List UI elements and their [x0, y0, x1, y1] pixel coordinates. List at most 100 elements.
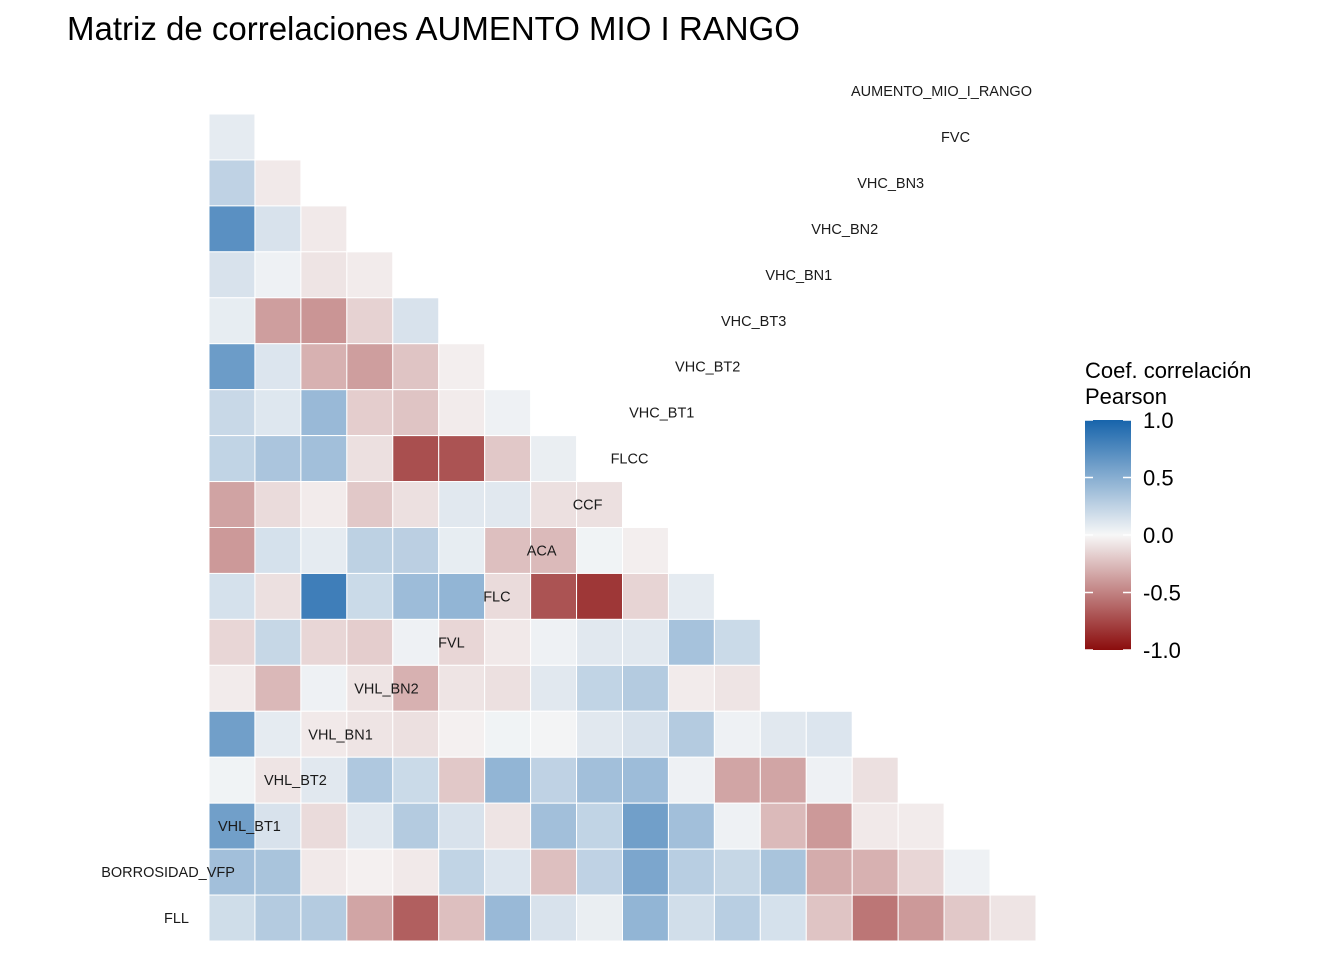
heatmap-cell: [346, 251, 394, 299]
heatmap-cell: [622, 664, 669, 712]
heatmap-cell: [576, 527, 623, 574]
heatmap-cell: [622, 894, 669, 942]
heatmap-cell: [208, 664, 256, 712]
heatmap-cell: [254, 481, 302, 528]
heatmap-cell: [667, 572, 715, 620]
heatmap-cell: [438, 527, 486, 574]
heatmap-cell: [576, 710, 623, 758]
heatmap-cell: [530, 481, 578, 528]
heatmap-cell: [208, 251, 256, 299]
heatmap-cell: [392, 527, 440, 574]
heatmap-cell: [438, 802, 486, 850]
heatmap-cell: [300, 618, 348, 666]
heatmap-cell: [208, 297, 256, 345]
heatmap-cell: [300, 205, 348, 253]
heatmap-cell: [300, 435, 348, 483]
heatmap-cell: [254, 664, 302, 712]
heatmap-cell: [208, 343, 256, 391]
variable-label: VHC_BT2: [675, 360, 740, 376]
legend-tick-label: -1.0: [1143, 638, 1181, 663]
heatmap-cell: [576, 848, 623, 896]
heatmap-cell: [484, 802, 532, 850]
heatmap-cell: [438, 894, 486, 942]
heatmap-cell: [805, 894, 853, 942]
heatmap-cell: [254, 572, 302, 620]
heatmap-cell: [300, 481, 348, 528]
heatmap-cell: [392, 572, 440, 620]
heatmap-cell: [667, 894, 715, 942]
heatmap-cell: [759, 710, 807, 758]
heatmap-cell: [208, 710, 256, 758]
heatmap-cell: [438, 848, 486, 896]
heatmap-cell: [300, 572, 348, 620]
variable-label: VHC_BN3: [857, 176, 924, 192]
variable-label: VHL_BN2: [354, 681, 418, 697]
heatmap-cell: [254, 297, 302, 345]
heatmap-cell: [759, 756, 807, 804]
heatmap-cell: [530, 435, 578, 483]
heatmap-cell: [208, 389, 256, 437]
heatmap-cell: [300, 389, 348, 437]
variable-label: BORROSIDAD_VFP: [101, 865, 235, 881]
heatmap-cell: [805, 756, 853, 804]
heatmap-cell: [622, 848, 669, 896]
heatmap-cell: [392, 894, 440, 942]
heatmap-cell: [759, 894, 807, 942]
heatmap-cell: [484, 481, 532, 528]
heatmap-cell: [254, 251, 302, 299]
heatmap-cell: [530, 618, 578, 666]
variable-label: CCF: [573, 498, 603, 514]
heatmap-cell: [208, 572, 256, 620]
heatmap-cell: [254, 848, 302, 896]
heatmap-cell: [851, 894, 899, 942]
heatmap-cell: [484, 664, 532, 712]
heatmap-cell: [576, 618, 623, 666]
heatmap-cell: [805, 848, 853, 896]
heatmap-cell: [208, 618, 256, 666]
heatmap-cell: [392, 343, 440, 391]
heatmap-cell: [622, 710, 669, 758]
heatmap-cell: [667, 802, 715, 850]
heatmap-cell: [300, 664, 348, 712]
variable-label: VHC_BN1: [765, 268, 832, 284]
heatmap-cell: [392, 664, 440, 712]
heatmap-cell: [484, 756, 532, 804]
heatmap-cell: [713, 756, 761, 804]
heatmap-cell: [392, 848, 440, 896]
heatmap-cell: [667, 756, 715, 804]
heatmap-cell: [576, 756, 623, 804]
heatmap-cell: [300, 251, 348, 299]
heatmap-cell: [484, 389, 532, 437]
heatmap-cell: [667, 618, 715, 666]
heatmap-cell: [346, 389, 394, 437]
heatmap-cell: [989, 894, 1037, 942]
heatmap-cell: [254, 802, 302, 850]
heatmap-cell: [254, 343, 302, 391]
heatmap-cell: [713, 710, 761, 758]
heatmap-cell: [346, 756, 394, 804]
heatmap-cell: [300, 343, 348, 391]
heatmap-cell: [392, 481, 440, 528]
heatmap-cell: [851, 848, 899, 896]
heatmap-cell: [805, 802, 853, 850]
variable-label: FLC: [483, 589, 510, 605]
chart-title: Matriz de correlaciones AUMENTO MIO I RA…: [67, 10, 800, 47]
legend-title-line1: Coef. correlación: [1085, 358, 1251, 383]
heatmap-cell: [851, 756, 899, 804]
heatmap-cell: [484, 710, 532, 758]
heatmap-cell: [759, 848, 807, 896]
heatmap-cell: [622, 756, 669, 804]
heatmap-cell: [208, 435, 256, 483]
heatmap-cell: [300, 802, 348, 850]
heatmap-cell: [346, 297, 394, 345]
heatmap-cell: [530, 802, 578, 850]
heatmap-cell: [484, 435, 532, 483]
variable-label: ACA: [527, 543, 557, 559]
heatmap-cell: [713, 802, 761, 850]
heatmap-cell: [300, 848, 348, 896]
heatmap-cell: [530, 572, 578, 620]
heatmap-cell: [208, 159, 256, 207]
heatmap-cell: [346, 894, 394, 942]
heatmap-cell: [484, 527, 532, 574]
